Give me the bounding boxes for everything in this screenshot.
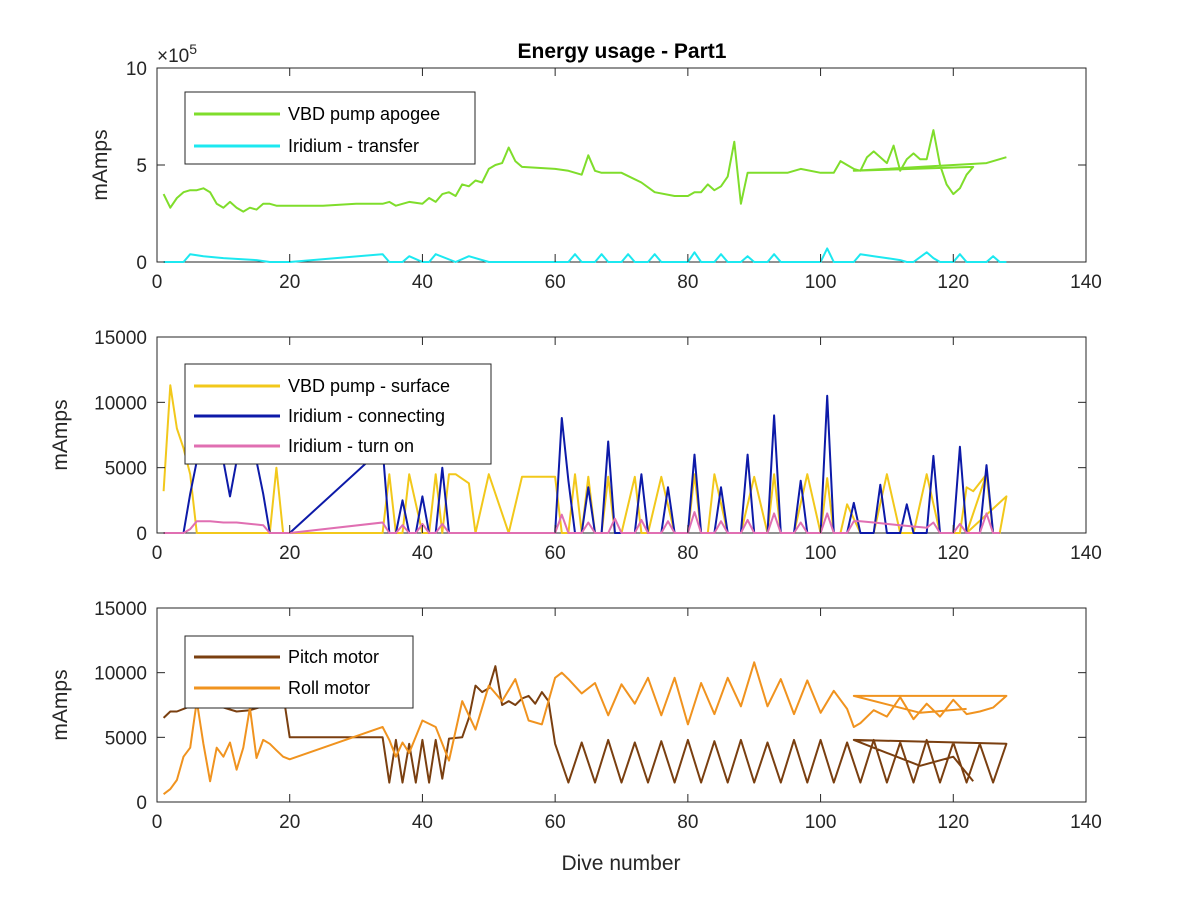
x-ticks-3: 0 20 40 60 80 100 120 140 — [152, 608, 1102, 833]
y-tick-label: 0 — [136, 524, 147, 545]
x-tick-label: 140 — [1070, 272, 1102, 293]
legend-box-1 — [184, 91, 476, 165]
y-tick-label: 10000 — [94, 664, 147, 685]
series-line-roll-motor — [162, 661, 1008, 795]
x-tick-label: 40 — [412, 812, 433, 833]
x-tick-label: 80 — [677, 543, 698, 564]
series-line-iridium-turn-on — [163, 511, 1000, 534]
y-axis-label-2: mAmps — [49, 399, 72, 470]
y-tick-label: 15000 — [94, 328, 147, 349]
x-tick-label: 60 — [545, 272, 566, 293]
x-tick-label: 0 — [152, 543, 163, 564]
x-tick-label: 140 — [1070, 543, 1102, 564]
legend-box-3 — [184, 635, 414, 709]
series-layer-2 — [162, 384, 1008, 534]
x-tick-label: 100 — [805, 543, 837, 564]
y-tick-label: 10 — [126, 59, 147, 80]
x-tick-label: 20 — [279, 812, 300, 833]
y-tick-label: 5000 — [105, 728, 147, 749]
x-tick-label: 0 — [152, 812, 163, 833]
series-line-iridium-transfer — [163, 247, 1007, 263]
x-tick-label: 60 — [545, 543, 566, 564]
y-ticks-3: 0 5000 10000 15000 — [94, 599, 1086, 814]
subplot-2: 0 20 40 60 80 100 120 140 0 5000 10000 15000 mAmps… — [49, 328, 1102, 564]
x-tick-label: 80 — [677, 812, 698, 833]
legend-label-iridium-turn-on: Iridium - turn on — [288, 436, 414, 456]
x-axis-label-3: Dive number — [561, 852, 680, 875]
y-ticks-1: 0 5 10 — [126, 59, 1086, 274]
x-tick-label: 60 — [545, 812, 566, 833]
legend-2: VBD pump - surface Iridium - connecting … — [184, 363, 492, 465]
y-ticks-2: 0 5000 10000 15000 — [94, 328, 1086, 545]
y-tick-label: 10000 — [94, 393, 147, 414]
y-tick-label: 5 — [136, 156, 147, 177]
legend-label-iridium-connecting: Iridium - connecting — [288, 406, 445, 426]
y-exponent-label: ×105 — [157, 41, 197, 67]
x-tick-label: 80 — [677, 272, 698, 293]
x-tick-label: 140 — [1070, 812, 1102, 833]
series-line-vbd-pump-apogee — [162, 129, 1007, 213]
x-tick-label: 120 — [937, 272, 969, 293]
y-axis-label-1: mAmps — [89, 129, 112, 200]
x-tick-label: 40 — [412, 543, 433, 564]
series-layer-1 — [162, 129, 1007, 263]
legend-label-roll-motor: Roll motor — [288, 678, 370, 698]
legend-3: Pitch motor Roll motor — [184, 635, 414, 709]
x-tick-label: 0 — [152, 272, 163, 293]
y-tick-label: 0 — [136, 253, 147, 274]
y-exponent-base: ×10 — [157, 46, 189, 67]
legend-1: VBD pump apogee Iridium - transfer — [184, 91, 476, 165]
y-tick-label: 5000 — [105, 459, 147, 480]
subplot-3: 0 20 40 60 80 100 120 140 0 5000 10000 15000 mAmps… — [49, 599, 1102, 875]
x-tick-label: 100 — [805, 272, 837, 293]
x-ticks-2: 0 20 40 60 80 100 120 140 — [152, 337, 1102, 564]
x-tick-label: 20 — [279, 543, 300, 564]
x-tick-label: 20 — [279, 272, 300, 293]
y-tick-label: 0 — [136, 793, 147, 814]
legend-label-iridium-transfer: Iridium - transfer — [288, 136, 419, 156]
x-ticks-1: 0 20 40 60 80 100 120 140 — [152, 68, 1102, 293]
y-tick-label: 15000 — [94, 599, 147, 620]
x-tick-label: 120 — [937, 812, 969, 833]
x-tick-label: 40 — [412, 272, 433, 293]
subplot-1: 0 20 40 60 80 100 120 140 0 5 10 Energy usage - P… — [89, 40, 1102, 293]
x-tick-label: 120 — [937, 543, 969, 564]
y-axis-label-3: mAmps — [49, 669, 72, 740]
legend-label-pitch-motor: Pitch motor — [288, 647, 379, 667]
y-exponent-power: 5 — [189, 41, 197, 57]
legend-label-vbd-pump-surface: VBD pump - surface — [288, 376, 450, 396]
legend-label-vbd-pump-apogee: VBD pump apogee — [288, 104, 440, 124]
x-tick-label: 100 — [805, 812, 837, 833]
chart-title: Energy usage - Part1 — [518, 40, 727, 63]
